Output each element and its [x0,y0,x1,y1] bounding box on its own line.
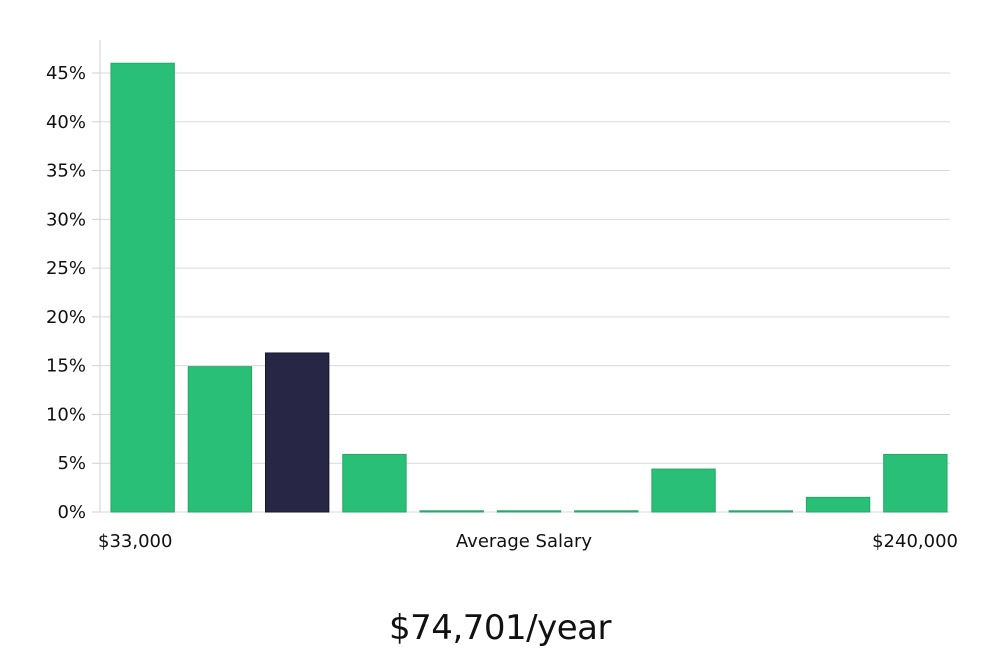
bar [805,496,871,513]
bar [419,510,484,513]
x-max-label: $240,000 [872,531,958,552]
y-tick-label: 40% [46,112,86,133]
x-axis-title: Average Salary [456,531,593,552]
y-tick-label: 10% [46,404,86,425]
bar [651,468,716,513]
bar [574,510,639,513]
bar [496,510,562,513]
y-tick-label: 15% [46,356,86,377]
y-axis-ticks: 0% 5% 10% 15% 20% 25% 30% 35% 40% 45% [46,63,100,523]
average-salary-summary: $74,701/year [389,608,611,648]
bar [342,453,407,513]
bars [110,62,948,513]
y-tick-label: 35% [46,161,86,182]
y-tick-label: 30% [46,209,86,230]
y-tick-label: 20% [46,307,86,328]
y-tick-label: 45% [46,63,86,84]
y-tick-label: 5% [57,453,86,474]
bar [110,62,175,513]
bar-highlighted [265,352,330,513]
y-tick-label: 25% [46,258,86,279]
bar [187,366,253,513]
salary-histogram: 0% 5% 10% 15% 20% 25% 30% 35% 40% 45% $33,000 Ave… [46,40,958,552]
bar [883,453,948,513]
y-tick-label: 0% [57,502,86,523]
bar [728,510,793,513]
x-min-label: $33,000 [98,531,172,552]
